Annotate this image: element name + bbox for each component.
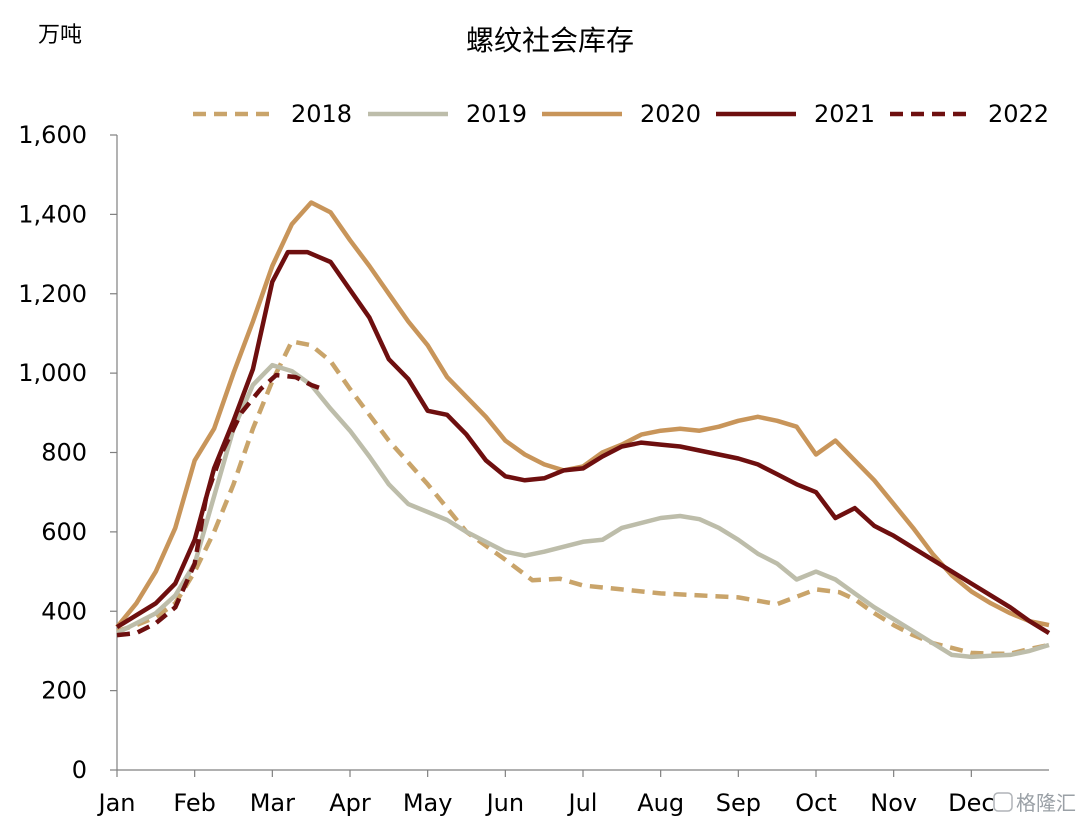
watermark-text: 格隆汇 <box>1016 791 1076 815</box>
y-tick-label: 800 <box>41 439 87 467</box>
y-tick-label: 400 <box>41 597 87 625</box>
x-tick-label: Jan <box>97 789 136 817</box>
y-tick-label: 1,200 <box>18 280 87 308</box>
y-tick-label: 1,400 <box>18 200 87 228</box>
y-tick-label: 1,000 <box>18 359 87 387</box>
y-unit-label: 万吨 <box>38 23 82 48</box>
y-tick-label: 1,600 <box>18 121 87 149</box>
series-line-2019 <box>115 362 1050 660</box>
x-tick-label: Feb <box>173 789 216 817</box>
legend-label-2019: 2019 <box>466 100 527 128</box>
x-tick-label: Sep <box>716 789 761 817</box>
x-tick-label: Dec <box>948 789 994 817</box>
x-tick-label: Jun <box>485 789 525 817</box>
legend-label-2018: 2018 <box>291 100 352 128</box>
legend: 2018 2019 2020 2021 2022 <box>193 100 1049 128</box>
series-line-2020 <box>115 200 1050 629</box>
x-tick-label: Apr <box>329 789 371 817</box>
x-tick-label: May <box>403 789 453 817</box>
axes: 0 200 400 600 800 1,000 1,200 1,400 1,600 Jan Feb… <box>18 121 1049 817</box>
plot-area <box>115 200 1051 660</box>
watermark: 格隆汇 <box>993 791 1076 815</box>
x-tick-label: Aug <box>637 789 684 817</box>
chart-title: 螺纹社会库存 <box>466 24 634 57</box>
series-line-2022 <box>116 372 324 638</box>
y-tick-label: 600 <box>41 518 87 546</box>
y-tick-label: 0 <box>72 756 87 784</box>
y-ticks: 0 200 400 600 800 1,000 1,200 1,400 1,600 <box>18 121 117 784</box>
legend-label-2022: 2022 <box>988 100 1049 128</box>
watermark-logo-icon <box>993 792 1013 812</box>
y-tick-label: 200 <box>41 677 87 705</box>
legend-label-2021: 2021 <box>814 100 875 128</box>
x-tick-label: Oct <box>795 789 837 817</box>
x-tick-label: Mar <box>250 789 295 817</box>
series-line-2021 <box>115 249 1051 636</box>
legend-label-2020: 2020 <box>640 100 701 128</box>
x-tick-label: Nov <box>870 789 917 817</box>
x-tick-label: Jul <box>567 789 598 817</box>
series-line-2018 <box>116 339 1050 656</box>
x-ticks: Jan Feb Mar Apr May Jun Jul Aug Sep Oct Nov Dec <box>97 770 995 817</box>
